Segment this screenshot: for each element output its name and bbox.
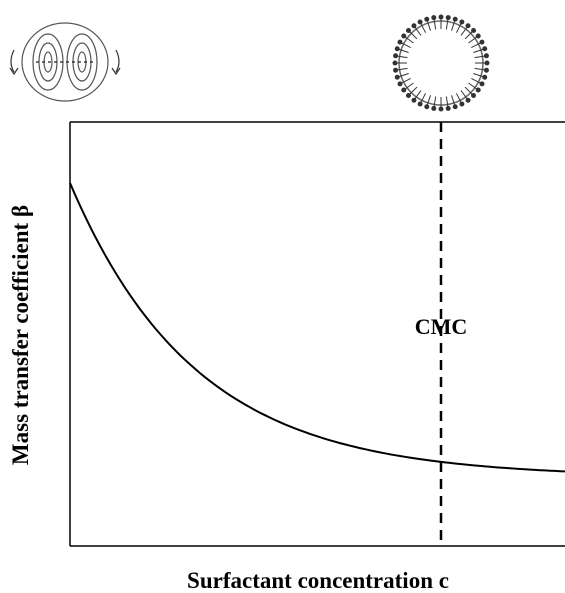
surfactant-head xyxy=(406,28,410,32)
surfactant-head xyxy=(395,47,399,51)
surfactant-head xyxy=(402,34,406,38)
surfactant-head xyxy=(406,94,410,98)
surfactant-head xyxy=(398,40,402,44)
surfactant-head xyxy=(425,17,429,21)
surfactant-tail xyxy=(465,32,472,39)
surfactant-head xyxy=(418,102,422,106)
surfactant-head xyxy=(412,24,416,28)
surfactant-head xyxy=(472,28,476,32)
surfactant-head xyxy=(446,16,450,20)
surfactant-head xyxy=(460,102,464,106)
surfactant-head xyxy=(425,105,429,109)
surfactant-head xyxy=(466,24,470,28)
surfactant-head xyxy=(402,88,406,92)
y-axis-label: Mass transfer coefficient β xyxy=(8,205,33,465)
surfactant-tail xyxy=(410,32,417,39)
surfactant-tail xyxy=(410,87,417,94)
surfactant-head xyxy=(432,16,436,20)
micelle-icon xyxy=(393,15,489,111)
surfactant-head xyxy=(412,98,416,102)
surfactant-head xyxy=(476,34,480,38)
surfactant-head xyxy=(476,88,480,92)
surfactant-tail xyxy=(465,87,472,94)
surfactant-head xyxy=(394,68,398,72)
curve xyxy=(70,183,565,471)
surfactant-head xyxy=(418,20,422,24)
surfactant-head xyxy=(472,94,476,98)
surfactant-head xyxy=(480,82,484,86)
surfactant-head xyxy=(439,15,443,19)
surfactant-head xyxy=(484,68,488,72)
surfactant-head xyxy=(439,107,443,111)
surfactant-head xyxy=(466,98,470,102)
surfactant-head xyxy=(453,105,457,109)
x-axis-label: Surfactant concentration c xyxy=(187,568,449,593)
surfactant-head xyxy=(480,40,484,44)
surfactant-head xyxy=(446,106,450,110)
surfactant-head xyxy=(393,61,397,65)
cmc-label: CMC xyxy=(415,314,468,339)
surfactant-head xyxy=(483,47,487,51)
surfactant-head xyxy=(453,17,457,21)
surfactant-head xyxy=(460,20,464,24)
surfactant-head xyxy=(485,61,489,65)
surfactant-head xyxy=(483,75,487,79)
surfactant-head xyxy=(395,75,399,79)
surfactant-head xyxy=(484,54,488,58)
figure: CMC Surfactant concentration c Mass tran… xyxy=(0,0,565,593)
surfactant-head xyxy=(394,54,398,58)
surfactant-head xyxy=(432,106,436,110)
surfactant-head xyxy=(398,82,402,86)
vortex-icon xyxy=(10,23,120,101)
